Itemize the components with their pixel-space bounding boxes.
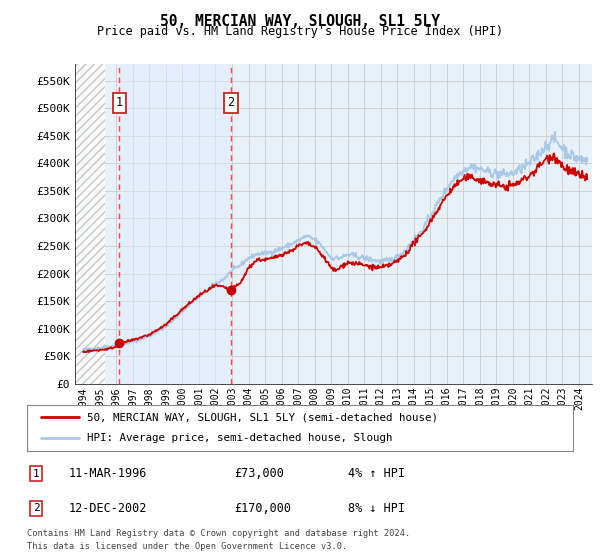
Text: £73,000: £73,000 [234, 467, 284, 480]
Bar [75, 64, 105, 384]
Text: 50, MERCIAN WAY, SLOUGH, SL1 5LY: 50, MERCIAN WAY, SLOUGH, SL1 5LY [160, 14, 440, 29]
Text: 2: 2 [227, 96, 235, 109]
Text: 4% ↑ HPI: 4% ↑ HPI [348, 467, 405, 480]
Text: Contains HM Land Registry data © Crown copyright and database right 2024.: Contains HM Land Registry data © Crown c… [27, 529, 410, 538]
Text: 2: 2 [32, 503, 40, 514]
Text: 1: 1 [32, 469, 40, 479]
Text: This data is licensed under the Open Government Licence v3.0.: This data is licensed under the Open Gov… [27, 542, 347, 550]
Bar [119, 64, 231, 384]
Text: 8% ↓ HPI: 8% ↓ HPI [348, 502, 405, 515]
Text: 12-DEC-2002: 12-DEC-2002 [69, 502, 148, 515]
Text: 11-MAR-1996: 11-MAR-1996 [69, 467, 148, 480]
Text: Price paid vs. HM Land Registry's House Price Index (HPI): Price paid vs. HM Land Registry's House … [97, 25, 503, 38]
Text: £170,000: £170,000 [234, 502, 291, 515]
Text: HPI: Average price, semi-detached house, Slough: HPI: Average price, semi-detached house,… [87, 433, 392, 444]
Text: 1: 1 [116, 96, 123, 109]
Text: 50, MERCIAN WAY, SLOUGH, SL1 5LY (semi-detached house): 50, MERCIAN WAY, SLOUGH, SL1 5LY (semi-d… [87, 412, 438, 422]
